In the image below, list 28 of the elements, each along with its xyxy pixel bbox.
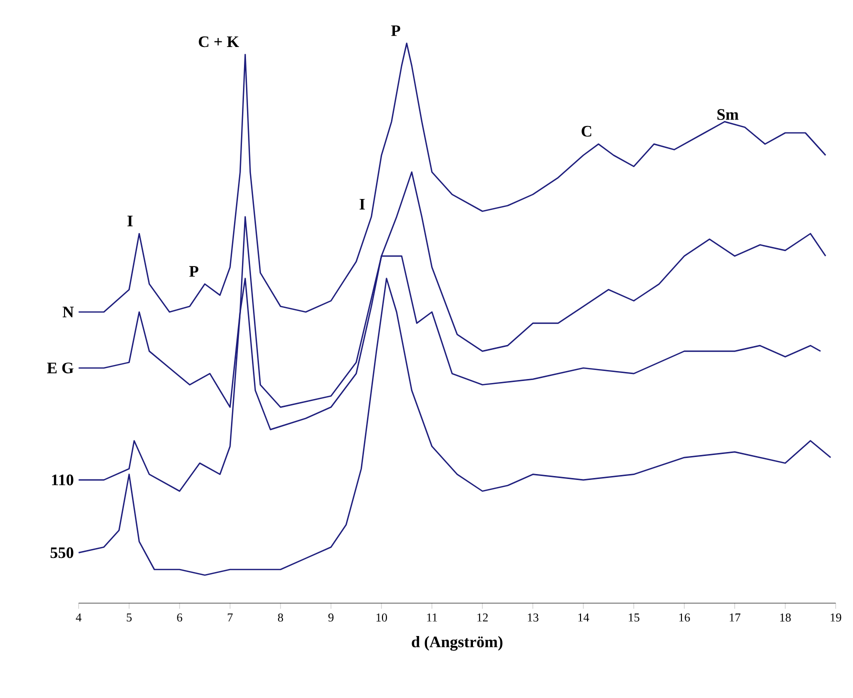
- x-tick-label: 10: [376, 614, 387, 622]
- x-tick-label: 8: [278, 614, 284, 622]
- x-tick-label: 5: [126, 614, 132, 622]
- series-label: 550: [50, 547, 74, 558]
- x-tick-label: 4: [76, 614, 82, 622]
- x-tick-label: 13: [528, 614, 538, 622]
- x-tick-label: 16: [679, 614, 690, 622]
- annotation: P: [391, 26, 400, 36]
- annotation: I: [127, 216, 133, 226]
- annotation: I: [360, 199, 365, 210]
- annotation: C: [582, 126, 592, 137]
- annotation: C + K: [198, 36, 240, 48]
- series-label: 110: [52, 474, 74, 486]
- x-tick-label: 11: [427, 614, 437, 622]
- annotation: P: [189, 266, 198, 277]
- x-tick-label: 12: [477, 614, 488, 622]
- x-tick-label: 9: [328, 614, 334, 622]
- annotation: Sm: [717, 109, 739, 120]
- series-label: E G: [47, 362, 74, 374]
- x-axis-title: d (Angström): [412, 636, 502, 651]
- x-tick-label: 18: [780, 614, 791, 622]
- series-label: N: [62, 306, 74, 318]
- x-tick-label: 6: [177, 614, 182, 622]
- x-tick-label: 7: [228, 614, 233, 622]
- x-tick-label: 15: [628, 614, 640, 622]
- x-tick-label: 14: [578, 614, 590, 622]
- x-tick-label: 19: [830, 614, 842, 622]
- x-tick-label: 17: [730, 614, 740, 622]
